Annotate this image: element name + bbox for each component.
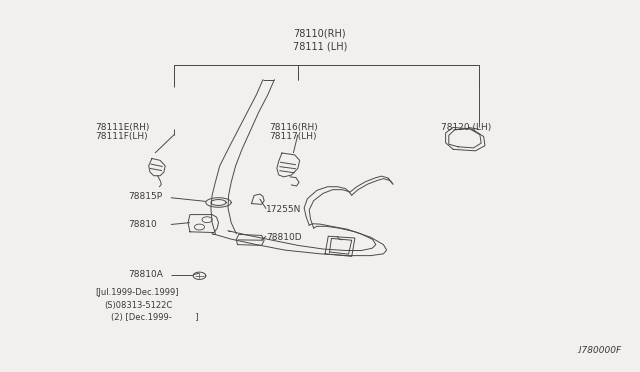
Text: 78111 (LH): 78111 (LH) [293, 42, 347, 52]
Text: 17255N: 17255N [266, 205, 301, 214]
Text: [Jul.1999-Dec.1999]: [Jul.1999-Dec.1999] [95, 288, 179, 297]
Text: 78810D: 78810D [266, 233, 301, 242]
Text: 78110(RH): 78110(RH) [294, 29, 346, 39]
Text: (2) [Dec.1999-         ]: (2) [Dec.1999- ] [111, 314, 198, 323]
Text: 78815P: 78815P [129, 192, 163, 202]
Text: 78111E(RH): 78111E(RH) [95, 123, 149, 132]
Text: 78810: 78810 [129, 220, 157, 229]
Text: 78111F(LH): 78111F(LH) [95, 132, 147, 141]
Text: 78810A: 78810A [129, 270, 163, 279]
Text: (S)08313-5122C: (S)08313-5122C [104, 301, 173, 310]
Text: 78120 (LH): 78120 (LH) [440, 123, 491, 132]
Text: 78116(RH): 78116(RH) [269, 123, 318, 132]
Text: .I780000F: .I780000F [576, 346, 621, 355]
Text: 78117(LH): 78117(LH) [269, 132, 317, 141]
